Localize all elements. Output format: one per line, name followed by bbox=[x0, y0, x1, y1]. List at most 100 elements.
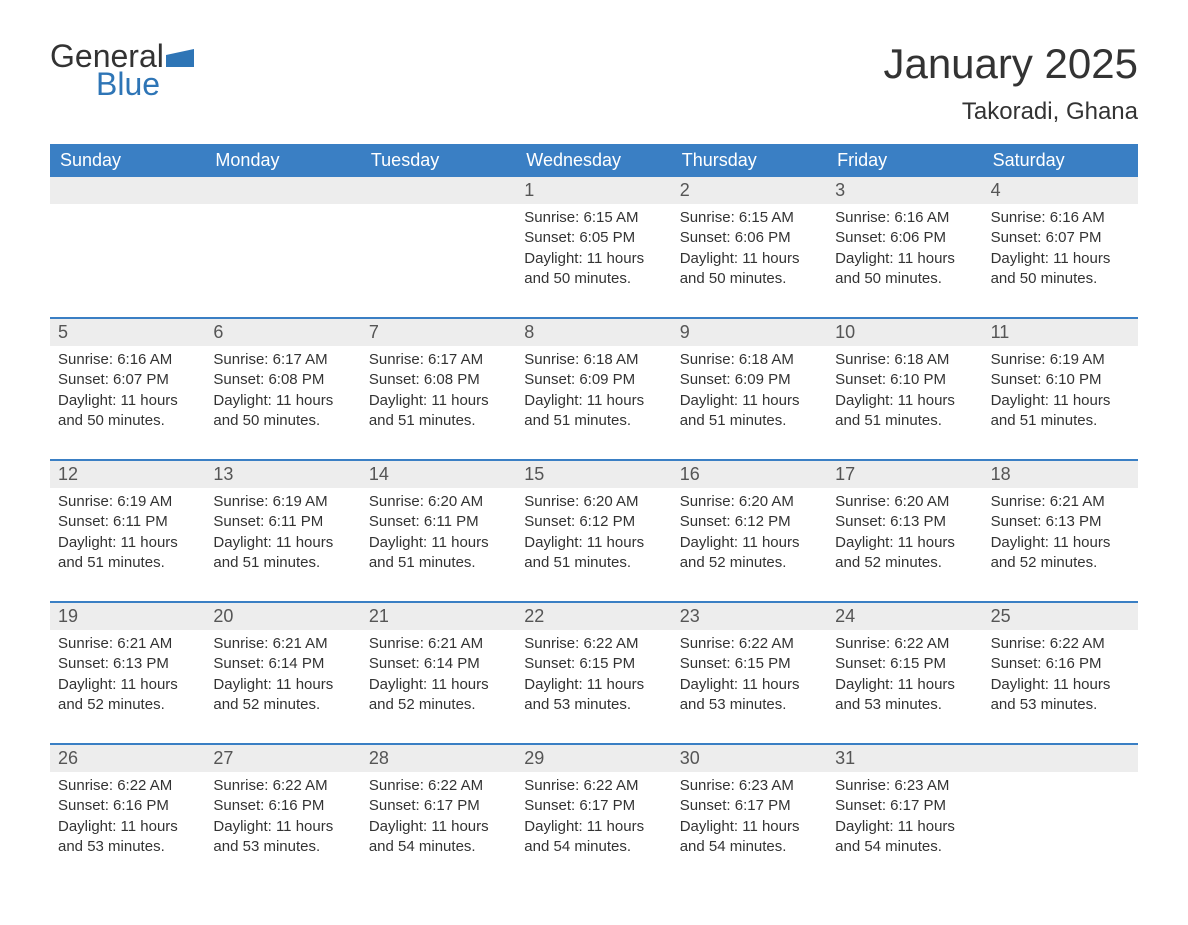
day-info: Sunrise: 6:15 AMSunset: 6:06 PMDaylight:… bbox=[672, 204, 827, 289]
day-number: 1 bbox=[516, 177, 671, 204]
day-number: 5 bbox=[50, 319, 205, 346]
daylight-text: Daylight: 11 hours and 52 minutes. bbox=[213, 675, 352, 716]
day-cell: 24Sunrise: 6:22 AMSunset: 6:15 PMDayligh… bbox=[827, 603, 982, 743]
day-number: 8 bbox=[516, 319, 671, 346]
day-info: Sunrise: 6:20 AMSunset: 6:12 PMDaylight:… bbox=[516, 488, 671, 573]
sunrise-text: Sunrise: 6:20 AM bbox=[524, 492, 663, 512]
week-row: 5Sunrise: 6:16 AMSunset: 6:07 PMDaylight… bbox=[50, 317, 1138, 459]
sunset-text: Sunset: 6:15 PM bbox=[680, 654, 819, 674]
sunrise-text: Sunrise: 6:21 AM bbox=[369, 634, 508, 654]
sunset-text: Sunset: 6:05 PM bbox=[524, 228, 663, 248]
day-number: 15 bbox=[516, 461, 671, 488]
day-info: Sunrise: 6:22 AMSunset: 6:15 PMDaylight:… bbox=[516, 630, 671, 715]
day-info: Sunrise: 6:22 AMSunset: 6:15 PMDaylight:… bbox=[672, 630, 827, 715]
sunset-text: Sunset: 6:17 PM bbox=[369, 796, 508, 816]
sunset-text: Sunset: 6:14 PM bbox=[213, 654, 352, 674]
sunset-text: Sunset: 6:15 PM bbox=[835, 654, 974, 674]
day-cell: 18Sunrise: 6:21 AMSunset: 6:13 PMDayligh… bbox=[983, 461, 1138, 601]
day-cell: 28Sunrise: 6:22 AMSunset: 6:17 PMDayligh… bbox=[361, 745, 516, 885]
sunset-text: Sunset: 6:11 PM bbox=[213, 512, 352, 532]
daylight-text: Daylight: 11 hours and 51 minutes. bbox=[58, 533, 197, 574]
day-number: 4 bbox=[983, 177, 1138, 204]
logo: General Blue bbox=[50, 40, 194, 100]
day-info: Sunrise: 6:19 AMSunset: 6:11 PMDaylight:… bbox=[50, 488, 205, 573]
sunset-text: Sunset: 6:12 PM bbox=[524, 512, 663, 532]
daylight-text: Daylight: 11 hours and 50 minutes. bbox=[835, 249, 974, 290]
day-cell: 14Sunrise: 6:20 AMSunset: 6:11 PMDayligh… bbox=[361, 461, 516, 601]
weekday-sunday: Sunday bbox=[50, 144, 205, 177]
day-info: Sunrise: 6:16 AMSunset: 6:07 PMDaylight:… bbox=[983, 204, 1138, 289]
sunrise-text: Sunrise: 6:22 AM bbox=[58, 776, 197, 796]
day-cell: 23Sunrise: 6:22 AMSunset: 6:15 PMDayligh… bbox=[672, 603, 827, 743]
logo-text: General Blue bbox=[50, 40, 194, 100]
day-cell: 11Sunrise: 6:19 AMSunset: 6:10 PMDayligh… bbox=[983, 319, 1138, 459]
daylight-text: Daylight: 11 hours and 50 minutes. bbox=[58, 391, 197, 432]
day-cell: 7Sunrise: 6:17 AMSunset: 6:08 PMDaylight… bbox=[361, 319, 516, 459]
day-info: Sunrise: 6:16 AMSunset: 6:07 PMDaylight:… bbox=[50, 346, 205, 431]
daylight-text: Daylight: 11 hours and 51 minutes. bbox=[369, 533, 508, 574]
day-cell: 3Sunrise: 6:16 AMSunset: 6:06 PMDaylight… bbox=[827, 177, 982, 317]
week-row: 19Sunrise: 6:21 AMSunset: 6:13 PMDayligh… bbox=[50, 601, 1138, 743]
week-row: 1Sunrise: 6:15 AMSunset: 6:05 PMDaylight… bbox=[50, 177, 1138, 317]
daylight-text: Daylight: 11 hours and 53 minutes. bbox=[58, 817, 197, 858]
day-cell: 4Sunrise: 6:16 AMSunset: 6:07 PMDaylight… bbox=[983, 177, 1138, 317]
day-number: 22 bbox=[516, 603, 671, 630]
daylight-text: Daylight: 11 hours and 53 minutes. bbox=[991, 675, 1130, 716]
calendar: SundayMondayTuesdayWednesdayThursdayFrid… bbox=[50, 144, 1138, 885]
day-number: 21 bbox=[361, 603, 516, 630]
daylight-text: Daylight: 11 hours and 52 minutes. bbox=[369, 675, 508, 716]
day-cell: 30Sunrise: 6:23 AMSunset: 6:17 PMDayligh… bbox=[672, 745, 827, 885]
day-number: 7 bbox=[361, 319, 516, 346]
day-cell: 16Sunrise: 6:20 AMSunset: 6:12 PMDayligh… bbox=[672, 461, 827, 601]
sunrise-text: Sunrise: 6:23 AM bbox=[835, 776, 974, 796]
daylight-text: Daylight: 11 hours and 51 minutes. bbox=[524, 533, 663, 574]
sunset-text: Sunset: 6:07 PM bbox=[991, 228, 1130, 248]
sunset-text: Sunset: 6:17 PM bbox=[835, 796, 974, 816]
day-cell bbox=[983, 745, 1138, 885]
day-number: 9 bbox=[672, 319, 827, 346]
page-title: January 2025 bbox=[883, 40, 1138, 88]
day-cell bbox=[50, 177, 205, 317]
day-cell: 2Sunrise: 6:15 AMSunset: 6:06 PMDaylight… bbox=[672, 177, 827, 317]
day-info: Sunrise: 6:22 AMSunset: 6:17 PMDaylight:… bbox=[361, 772, 516, 857]
sunset-text: Sunset: 6:16 PM bbox=[213, 796, 352, 816]
day-cell: 9Sunrise: 6:18 AMSunset: 6:09 PMDaylight… bbox=[672, 319, 827, 459]
day-cell bbox=[361, 177, 516, 317]
day-number: 31 bbox=[827, 745, 982, 772]
sunrise-text: Sunrise: 6:18 AM bbox=[680, 350, 819, 370]
sunrise-text: Sunrise: 6:22 AM bbox=[991, 634, 1130, 654]
day-cell: 17Sunrise: 6:20 AMSunset: 6:13 PMDayligh… bbox=[827, 461, 982, 601]
sunrise-text: Sunrise: 6:22 AM bbox=[213, 776, 352, 796]
daylight-text: Daylight: 11 hours and 53 minutes. bbox=[213, 817, 352, 858]
daylight-text: Daylight: 11 hours and 51 minutes. bbox=[991, 391, 1130, 432]
daylight-text: Daylight: 11 hours and 54 minutes. bbox=[680, 817, 819, 858]
sunset-text: Sunset: 6:06 PM bbox=[835, 228, 974, 248]
day-cell: 5Sunrise: 6:16 AMSunset: 6:07 PMDaylight… bbox=[50, 319, 205, 459]
sunset-text: Sunset: 6:17 PM bbox=[680, 796, 819, 816]
sunrise-text: Sunrise: 6:22 AM bbox=[835, 634, 974, 654]
day-info: Sunrise: 6:18 AMSunset: 6:09 PMDaylight:… bbox=[516, 346, 671, 431]
sunrise-text: Sunrise: 6:23 AM bbox=[680, 776, 819, 796]
day-cell: 26Sunrise: 6:22 AMSunset: 6:16 PMDayligh… bbox=[50, 745, 205, 885]
daylight-text: Daylight: 11 hours and 54 minutes. bbox=[369, 817, 508, 858]
day-info: Sunrise: 6:16 AMSunset: 6:06 PMDaylight:… bbox=[827, 204, 982, 289]
day-info: Sunrise: 6:17 AMSunset: 6:08 PMDaylight:… bbox=[361, 346, 516, 431]
title-block: January 2025 Takoradi, Ghana bbox=[883, 40, 1138, 126]
sunset-text: Sunset: 6:08 PM bbox=[213, 370, 352, 390]
weekday-wednesday: Wednesday bbox=[516, 144, 671, 177]
day-number: 2 bbox=[672, 177, 827, 204]
sunrise-text: Sunrise: 6:22 AM bbox=[524, 776, 663, 796]
day-info: Sunrise: 6:21 AMSunset: 6:14 PMDaylight:… bbox=[361, 630, 516, 715]
day-number: 26 bbox=[50, 745, 205, 772]
day-cell: 13Sunrise: 6:19 AMSunset: 6:11 PMDayligh… bbox=[205, 461, 360, 601]
daylight-text: Daylight: 11 hours and 52 minutes. bbox=[835, 533, 974, 574]
day-cell: 15Sunrise: 6:20 AMSunset: 6:12 PMDayligh… bbox=[516, 461, 671, 601]
weekday-tuesday: Tuesday bbox=[361, 144, 516, 177]
day-number: 18 bbox=[983, 461, 1138, 488]
daylight-text: Daylight: 11 hours and 51 minutes. bbox=[369, 391, 508, 432]
logo-word-blue: Blue bbox=[96, 68, 194, 100]
daylight-text: Daylight: 11 hours and 50 minutes. bbox=[991, 249, 1130, 290]
sunset-text: Sunset: 6:12 PM bbox=[680, 512, 819, 532]
day-info: Sunrise: 6:20 AMSunset: 6:11 PMDaylight:… bbox=[361, 488, 516, 573]
sunset-text: Sunset: 6:13 PM bbox=[991, 512, 1130, 532]
